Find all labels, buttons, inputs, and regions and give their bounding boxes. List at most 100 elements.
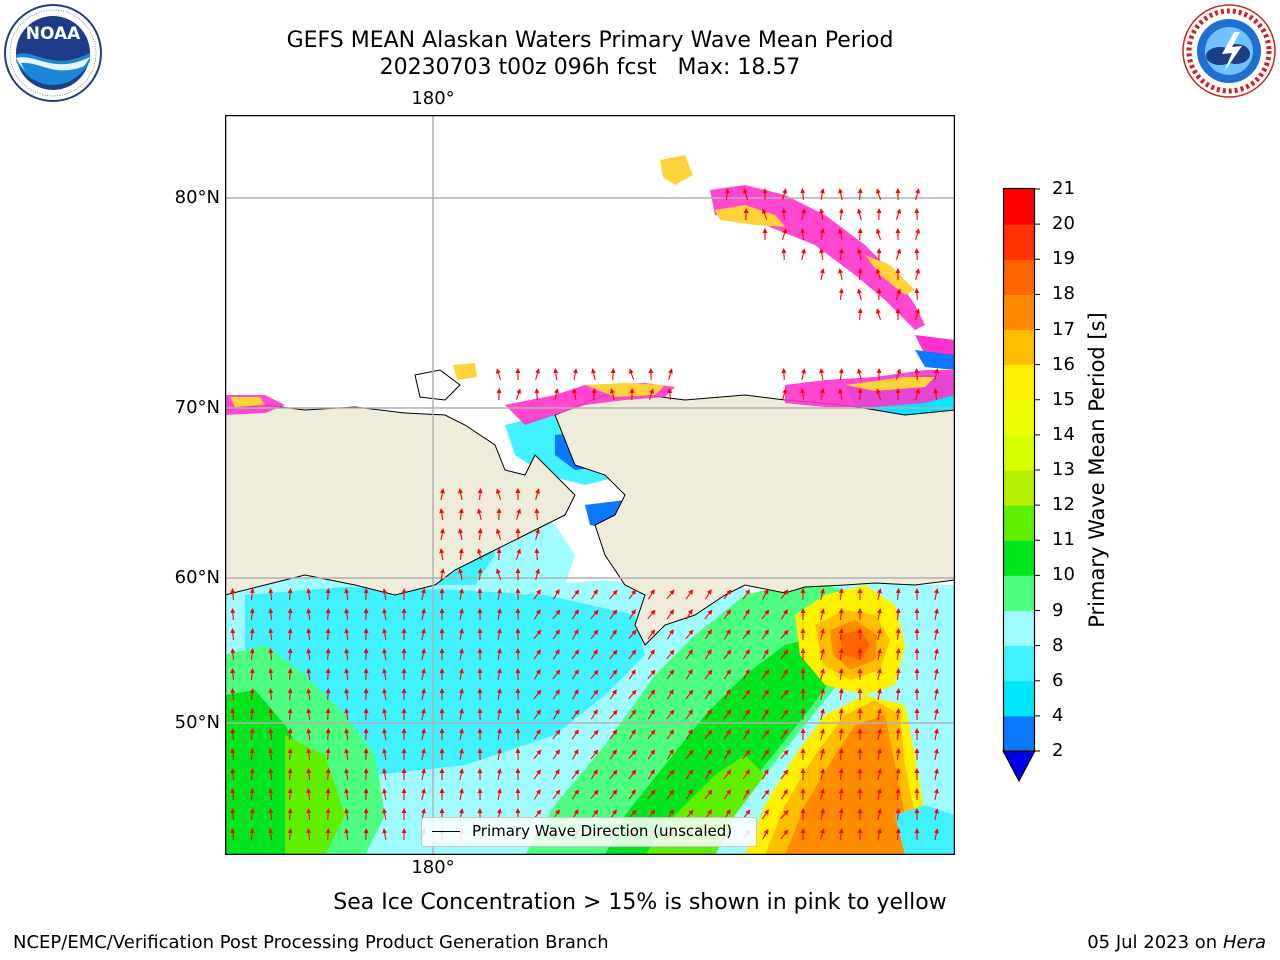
land xyxy=(225,369,954,646)
wave-direction-arrow xyxy=(609,629,617,640)
wave-direction-arrow xyxy=(838,628,844,641)
wave-direction-arrow xyxy=(628,789,636,800)
wave-direction-arrow xyxy=(590,589,598,600)
colorbar-segment xyxy=(1004,715,1034,752)
colorbar-tick-label: 21 xyxy=(1052,178,1075,199)
wave-direction-arrow xyxy=(838,268,844,281)
wave-direction-arrow xyxy=(666,729,675,740)
wave-direction-arrow xyxy=(496,648,502,661)
colorbar-tick-label: 6 xyxy=(1052,669,1064,691)
wave-direction-arrow xyxy=(515,388,522,400)
wave-direction-arrow xyxy=(287,648,293,661)
wave-direction-arrow xyxy=(571,729,579,740)
colorbar-segment xyxy=(1004,224,1034,260)
wave-direction-arrow xyxy=(344,728,350,741)
wave-direction-arrow xyxy=(535,568,540,580)
wave-direction-arrow xyxy=(230,628,236,641)
wave-direction-arrow xyxy=(325,808,331,821)
sea-ice-caption: Sea Ice Concentration > 15% is shown in … xyxy=(333,890,947,915)
wave-direction-arrow xyxy=(249,628,255,641)
lon-label-top: 180° xyxy=(411,88,455,109)
wave-direction-arrow xyxy=(704,669,713,680)
wave-direction-arrow xyxy=(306,608,312,621)
wave-direction-arrow xyxy=(666,709,675,720)
wave-direction-arrow xyxy=(743,208,749,221)
wave-direction-arrow xyxy=(820,748,825,760)
wave-direction-arrow xyxy=(628,689,637,700)
wave-direction-arrow xyxy=(895,208,902,220)
wave-direction-arrow xyxy=(287,808,293,821)
wave-direction-arrow xyxy=(915,308,920,320)
wave-direction-arrow xyxy=(477,568,483,581)
wave-direction-arrow xyxy=(249,648,255,661)
wave-direction-arrow xyxy=(877,648,882,660)
wave-direction-arrow xyxy=(933,828,939,841)
wave-direction-arrow xyxy=(761,629,769,640)
wave-direction-arrow xyxy=(572,688,579,700)
wave-direction-arrow xyxy=(742,769,750,780)
wave-direction-arrow xyxy=(628,669,636,680)
wave-direction-arrow xyxy=(838,368,844,381)
wave-direction-arrow xyxy=(325,728,331,741)
wave-direction-arrow xyxy=(704,689,713,700)
wave-direction-arrow xyxy=(915,388,920,400)
lon-label-bottom: 180° xyxy=(411,857,455,878)
wave-direction-arrow xyxy=(742,649,750,660)
wave-direction-arrow xyxy=(552,609,561,620)
wave-direction-arrow xyxy=(685,589,694,600)
wave-direction-arrow xyxy=(781,368,787,381)
wave-direction-arrow xyxy=(742,589,750,600)
wave-direction-arrow xyxy=(533,709,541,720)
wave-direction-arrow xyxy=(533,728,541,740)
wave-direction-arrow xyxy=(496,568,502,580)
wave-direction-arrow xyxy=(458,508,464,521)
wave-direction-arrow xyxy=(895,368,902,380)
wave-direction-arrow xyxy=(647,769,655,780)
wave-direction-arrow xyxy=(287,688,293,701)
wave-direction-arrow xyxy=(723,748,731,760)
wave-direction-arrow xyxy=(781,208,787,221)
wave-direction-arrow xyxy=(477,548,482,560)
wave-direction-arrow xyxy=(857,268,863,281)
wave-direction-arrow xyxy=(287,668,293,681)
wave-direction-arrow xyxy=(782,228,787,240)
wave-direction-arrow xyxy=(647,749,656,760)
wave-direction-arrow xyxy=(685,649,694,660)
wave-direction-arrow xyxy=(287,628,293,641)
wave-direction-arrow xyxy=(571,669,579,680)
wave-direction-arrow xyxy=(382,828,388,841)
wave-direction-arrow xyxy=(230,708,236,721)
wave-direction-arrow xyxy=(895,728,901,741)
wave-direction-arrow xyxy=(421,608,426,620)
wave-direction-arrow xyxy=(609,669,618,680)
wave-direction-arrow xyxy=(628,749,637,760)
wave-direction-arrow xyxy=(268,728,274,741)
wave-direction-arrow xyxy=(628,368,635,380)
wave-direction-arrow xyxy=(933,708,939,721)
wave-direction-arrow xyxy=(533,649,541,660)
wave-direction-arrow xyxy=(742,608,750,620)
wave-direction-arrow xyxy=(458,548,464,561)
wave-direction-arrow xyxy=(249,588,255,601)
wave-direction-arrow xyxy=(421,788,426,800)
wave-direction-arrow xyxy=(249,668,255,681)
graticule xyxy=(225,115,954,854)
wave-direction-arrow xyxy=(458,648,464,661)
wave-direction-arrow xyxy=(571,589,580,600)
wave-direction-arrow xyxy=(610,368,616,381)
wave-direction-arrow xyxy=(877,608,882,620)
wave-direction-arrow xyxy=(610,388,615,400)
colorbar-tick-label: 10 xyxy=(1052,564,1075,586)
wave-direction-arrow xyxy=(877,768,882,780)
wave-direction-arrow xyxy=(723,729,731,740)
wave-direction-arrow xyxy=(344,828,350,841)
wave-direction-arrow xyxy=(820,768,825,780)
wave-direction-arrow xyxy=(496,668,502,681)
wave-direction-arrow xyxy=(287,788,293,801)
wave-direction-arrow xyxy=(609,769,618,780)
wave-direction-arrow xyxy=(780,629,789,640)
wave-direction-arrow xyxy=(647,729,656,740)
wave-direction-arrow xyxy=(628,649,637,660)
colorbar-segment xyxy=(1004,680,1034,717)
colorbar-segment xyxy=(1004,364,1034,401)
